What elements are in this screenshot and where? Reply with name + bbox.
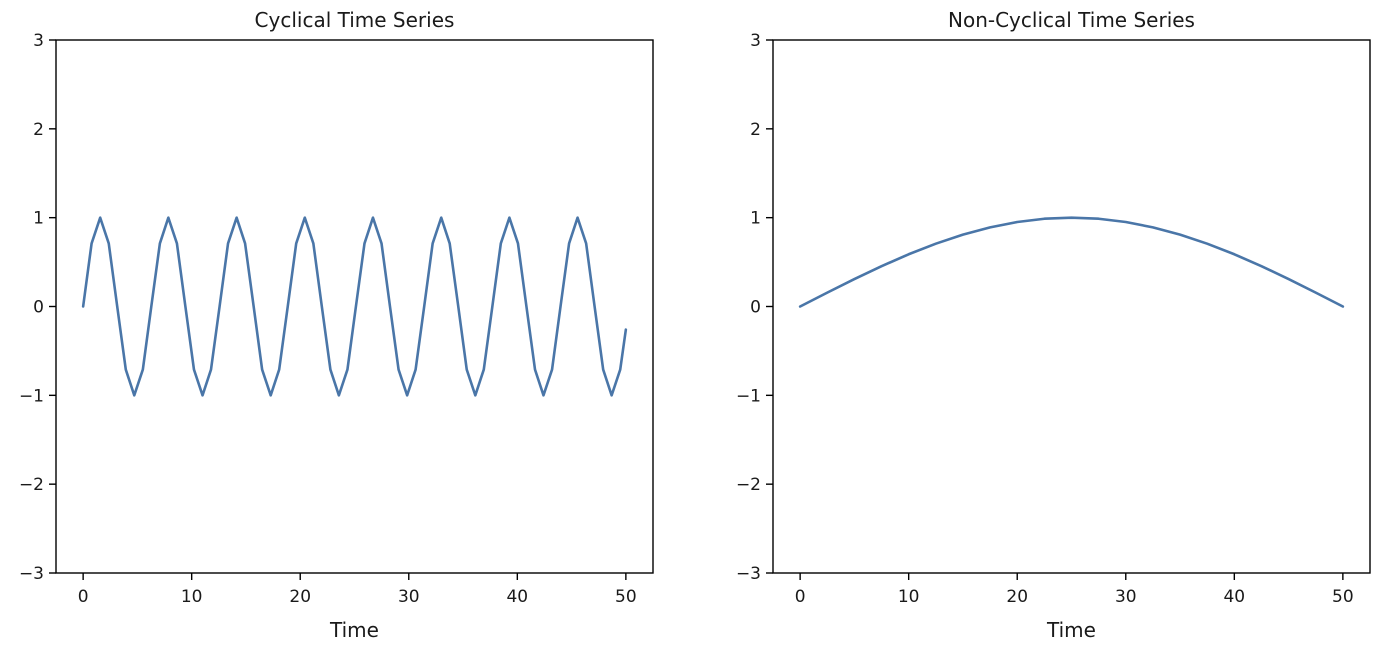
x-tick-label: 50 xyxy=(615,587,637,607)
y-tick-label: −3 xyxy=(19,564,44,584)
series-line xyxy=(798,216,1345,308)
non-cyclical-chart: Non-Cyclical Time Series 0 10 20 30 40 50−3−2… xyxy=(736,8,1371,642)
cyclical-chart: Cyclical Time Series 0 10 20 30 40 50 −3 −2 −1 0 1… xyxy=(19,8,654,642)
y-tick-label: 0 xyxy=(33,298,44,318)
y-tick-label: 3 xyxy=(750,31,761,51)
y-tick-label: −1 xyxy=(19,386,44,406)
x-tick-label: 0 xyxy=(795,587,806,607)
y-tick-label: 2 xyxy=(33,120,44,140)
plot-area xyxy=(772,39,1371,574)
plot-area xyxy=(55,39,654,574)
axis-ticks: 0 10 20 30 40 50 −3 −2 −1 0 1 2 3 xyxy=(736,31,1354,607)
x-tick-label: 20 xyxy=(289,587,311,607)
y-tick-label: 3 xyxy=(33,31,44,51)
x-tick-label: 30 xyxy=(398,587,420,607)
x-tick-label: 10 xyxy=(898,587,920,607)
chart-title: Non-Cyclical Time Series xyxy=(948,8,1195,32)
y-tick-label: −1 xyxy=(736,386,761,406)
y-tick-label: −2 xyxy=(736,475,761,495)
x-tick-label: 10 xyxy=(181,587,203,607)
y-tick-label: 1 xyxy=(750,209,761,229)
x-tick-label: 30 xyxy=(1115,587,1137,607)
x-tick-label: 20 xyxy=(1006,587,1028,607)
y-tick-label: −3 xyxy=(736,564,761,584)
chart-title: Cyclical Time Series xyxy=(255,8,455,32)
x-axis-label: Time xyxy=(329,618,379,642)
y-tick-label: 0 xyxy=(750,298,761,318)
y-tick-label: −2 xyxy=(19,475,44,495)
x-axis-label: Time xyxy=(1046,618,1096,642)
x-tick-label: 40 xyxy=(1223,587,1245,607)
y-tick-label: 2 xyxy=(750,120,761,140)
y-tick-label: 1 xyxy=(33,209,44,229)
series-line xyxy=(81,216,628,397)
x-tick-label: 0 xyxy=(78,587,89,607)
x-tick-label: 50 xyxy=(1332,587,1354,607)
x-tick-label: 40 xyxy=(506,587,528,607)
axis-ticks: 0 10 20 30 40 50 −3 −2 −1 0 1 2 3 xyxy=(19,31,637,607)
